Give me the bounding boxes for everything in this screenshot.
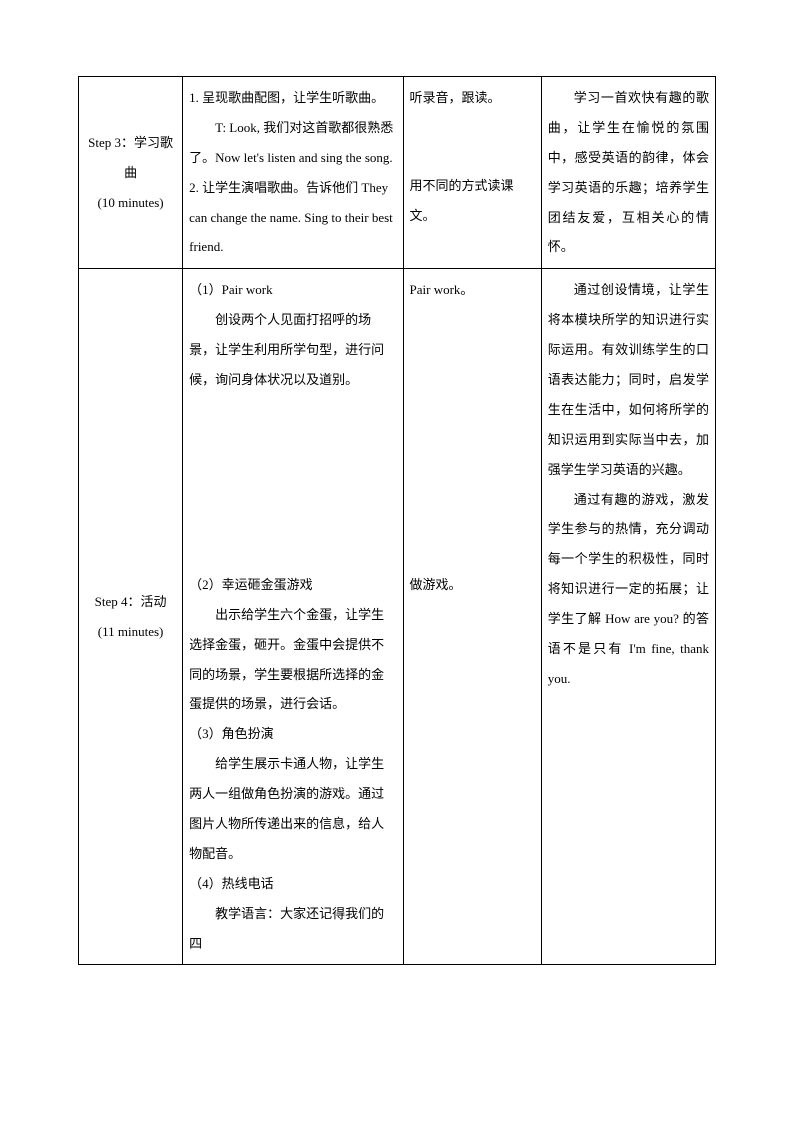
teacher-activity-cell: （1）Pair work 创设两个人见面打招呼的场景，让学生利用所学句型，进行问… (183, 269, 403, 965)
purpose-cell: 学习一首欢快有趣的歌曲，让学生在愉悦的氛围中，感受英语的韵律，体会学习英语的乐趣… (541, 77, 715, 269)
step-cell: Step 4：活动 (11 minutes) (79, 269, 183, 965)
teacher-activity-cell: 1. 呈现歌曲配图，让学生听歌曲。 T: Look, 我们对这首歌都很熟悉了。N… (183, 77, 403, 269)
para-text: 用不同的方式读课文。 (410, 171, 535, 231)
para-text: 学习一首欢快有趣的歌曲，让学生在愉悦的氛围中，感受英语的韵律，体会学习英语的乐趣… (548, 83, 709, 262)
step-label: Step 4：活动 (85, 587, 176, 617)
para-text: 教学语言：大家还记得我们的四 (189, 899, 396, 959)
para-text: T: Look, 我们对这首歌都很熟悉了。Now let's listen an… (189, 113, 396, 173)
para-text: 出示给学生六个金蛋，让学生选择金蛋，砸开。金蛋中会提供不同的场景，学生要根据所选… (189, 600, 396, 720)
para-text: 创设两个人见面打招呼的场景，让学生利用所学句型，进行问候，询问身体状况以及道别。 (189, 305, 396, 395)
para-text: （4）热线电话 (189, 869, 396, 899)
para-text: 2. 让学生演唱歌曲。告诉他们 They can change the name… (189, 173, 396, 263)
step-duration: (10 minutes) (85, 188, 176, 218)
student-activity-cell: Pair work。 做游戏。 (403, 269, 541, 965)
para-text: Pair work。 (410, 275, 535, 305)
purpose-cell: 通过创设情境，让学生将本模块所学的知识进行实际运用。有效训练学生的口语表达能力；… (541, 269, 715, 965)
student-activity-cell: 听录音，跟读。 用不同的方式读课文。 (403, 77, 541, 269)
para-text: 通过有趣的游戏，激发学生参与的热情，充分调动每一个学生的积极性，同时将知识进行一… (548, 485, 709, 694)
step-cell: Step 3：学习歌曲 (10 minutes) (79, 77, 183, 269)
para-text: 听录音，跟读。 (410, 83, 535, 113)
para-text: （1）Pair work (189, 275, 396, 305)
para-text: （3）角色扮演 (189, 719, 396, 749)
para-text: 通过创设情境，让学生将本模块所学的知识进行实际运用。有效训练学生的口语表达能力；… (548, 275, 709, 484)
para-text: 给学生展示卡通人物，让学生两人一组做角色扮演的游戏。通过图片人物所传递出来的信息… (189, 749, 396, 869)
step-label: Step 3：学习歌曲 (85, 128, 176, 188)
para-text: （2）幸运砸金蛋游戏 (189, 570, 396, 600)
table-row: Step 4：活动 (11 minutes) （1）Pair work 创设两个… (79, 269, 716, 965)
para-text: 做游戏。 (410, 570, 535, 600)
step-duration: (11 minutes) (85, 617, 176, 647)
lesson-plan-table: Step 3：学习歌曲 (10 minutes) 1. 呈现歌曲配图，让学生听歌… (78, 76, 716, 965)
para-text: 1. 呈现歌曲配图，让学生听歌曲。 (189, 83, 396, 113)
table-row: Step 3：学习歌曲 (10 minutes) 1. 呈现歌曲配图，让学生听歌… (79, 77, 716, 269)
